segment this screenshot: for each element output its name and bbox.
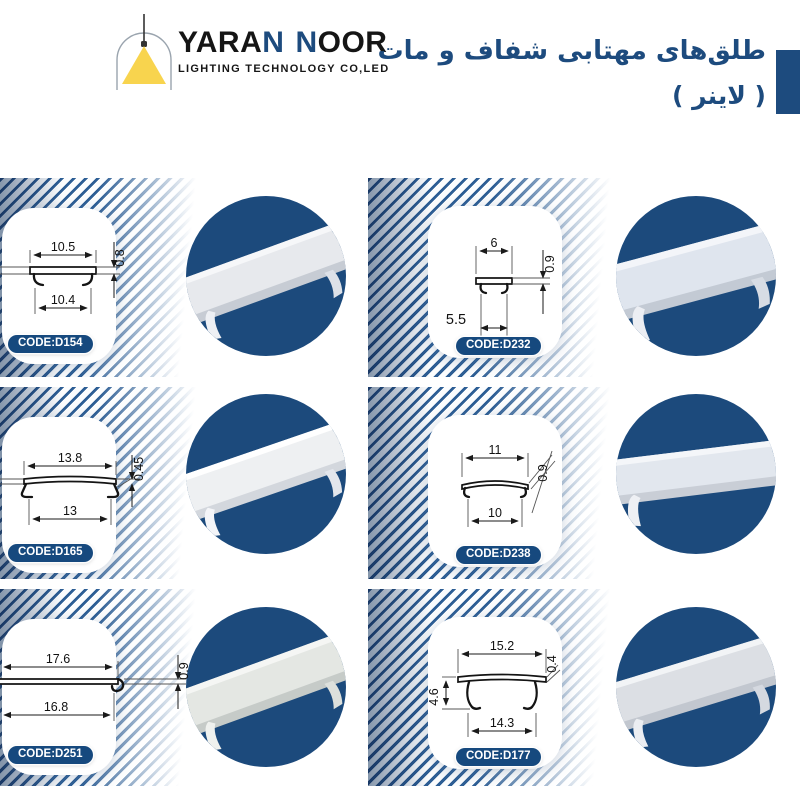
dim-thickness: 0.9 <box>536 464 550 481</box>
product-photo <box>614 196 778 356</box>
dim-bottom-width: 10.4 <box>51 293 75 307</box>
dim-side-height: 4.6 <box>428 688 441 705</box>
cross-section-drawing-d177: 15.2 0.4 4.6 14.3 <box>428 639 561 737</box>
product-row-3: 17.6 0.9 16.8 <box>0 589 800 786</box>
dim-thickness: 0.45 <box>132 457 146 481</box>
product-code-badge: CODE:D238 <box>456 546 541 564</box>
brand-name: YARAN NOOR <box>178 26 389 60</box>
brand-tagline: LIGHTING TECHNOLOGY CO,LED <box>178 63 390 75</box>
brand-word1-blue: N <box>262 26 285 59</box>
dim-thickness: 0.9 <box>177 662 191 679</box>
brand-word2-blue: N <box>295 26 318 59</box>
dim-bottom-width: 10 <box>488 506 502 520</box>
dim-bottom-width: 16.8 <box>44 700 68 714</box>
spec-card <box>428 415 562 567</box>
dim-top-width: 11 <box>489 443 502 457</box>
product-code-badge: CODE:D232 <box>456 337 541 355</box>
dim-thickness: 0.8 <box>113 249 127 266</box>
page-title-line2: ( لاینر ) <box>671 81 766 110</box>
product-cell-d238: 11 0.9 10 <box>368 387 800 579</box>
product-code-badge: CODE:D251 <box>8 746 93 764</box>
dim-top-width: 17.6 <box>46 652 70 666</box>
title-accent-bar <box>776 50 800 114</box>
product-code-badge: CODE:D177 <box>456 748 541 766</box>
dim-top-width: 10.5 <box>51 240 75 254</box>
product-cell-d154: 10.5 0.8 10.4 <box>0 178 360 377</box>
product-row-1: 10.5 0.8 10.4 <box>0 178 800 377</box>
cross-section-drawing-d154: 10.5 0.8 10.4 <box>0 240 127 314</box>
product-code-badge: CODE:D165 <box>8 544 93 562</box>
cross-section-drawing-d251: 17.6 0.9 16.8 <box>0 652 191 721</box>
page-title-line1: طلق‌های مهتابی شفاف و مات <box>377 36 766 66</box>
product-photo <box>614 394 778 554</box>
cross-section-drawing-d238: 11 0.9 10 <box>461 443 556 527</box>
dim-bottom-width: 13 <box>63 504 77 518</box>
dim-bottom-width: 14.3 <box>490 716 514 730</box>
lamp-logo-icon <box>116 14 172 90</box>
brand-block: YARAN NOOR LIGHTING TECHNOLOGY CO,LED <box>178 26 389 75</box>
cross-section-drawing-d165: 13.8 0.45 13 <box>0 451 146 525</box>
product-cell-d165: 13.8 0.45 13 <box>0 387 360 579</box>
product-photo <box>184 607 348 767</box>
cross-section-drawing-d232: 6 5.5 0.9 <box>446 236 557 336</box>
dim-thickness: 0.9 <box>543 255 557 272</box>
spec-card <box>428 617 562 769</box>
dim-top-width: 15.2 <box>490 639 514 653</box>
page-title: طلق‌های مهتابی شفاف و مات ( لاینر ) <box>378 36 766 110</box>
product-photo <box>614 607 778 767</box>
product-cell-d232: 6 5.5 0.9 <box>368 178 800 377</box>
brand-word1-black: YARA <box>178 26 263 59</box>
dim-thickness: 0.4 <box>545 655 559 672</box>
product-photo <box>184 196 348 356</box>
product-row-2: 13.8 0.45 13 <box>0 387 800 579</box>
product-code-badge: CODE:D154 <box>8 335 93 353</box>
dim-bottom-width: 5.5 <box>446 312 466 328</box>
product-cell-d251: 17.6 0.9 16.8 <box>0 589 360 786</box>
dim-top-width: 6 <box>491 236 498 250</box>
brand-word2-black: OOR <box>317 26 388 59</box>
product-cell-d177: 15.2 0.4 4.6 14.3 <box>368 589 800 786</box>
dim-top-width: 13.8 <box>58 451 82 465</box>
product-photo <box>184 394 348 554</box>
